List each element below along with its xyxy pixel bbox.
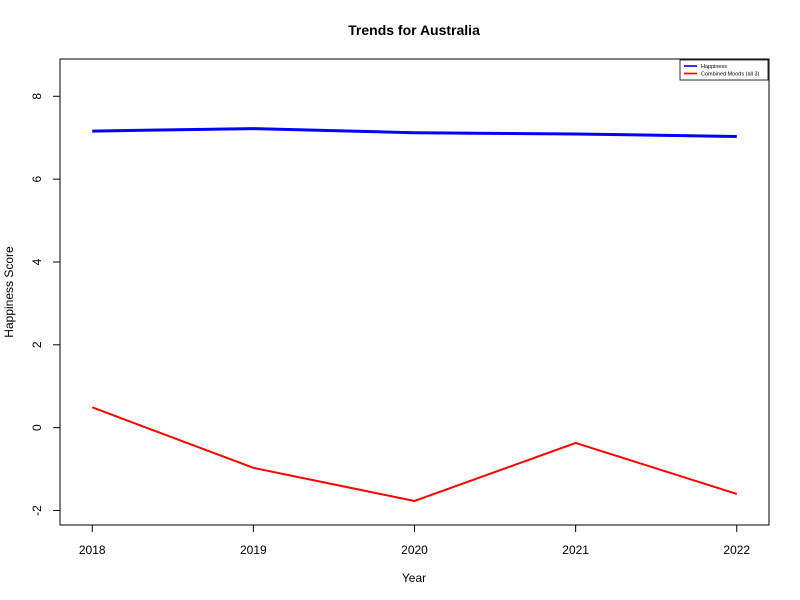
x-tick-label: 2019 xyxy=(240,543,267,557)
legend-box xyxy=(679,59,769,81)
y-tick-label: -2 xyxy=(30,505,44,516)
y-tick-label: 2 xyxy=(30,341,44,348)
x-axis-label: Year xyxy=(402,571,426,585)
x-tick-label: 2021 xyxy=(562,543,589,557)
legend: Happiness Combined Moods (all 3) xyxy=(679,59,769,81)
plot-area xyxy=(91,127,738,502)
y-tick-label: 0 xyxy=(30,424,44,431)
y-tick-label: 6 xyxy=(30,175,44,182)
y-tick-label: 8 xyxy=(30,93,44,100)
y-tick-label: 4 xyxy=(30,258,44,265)
chart-title: Trends for Australia xyxy=(348,22,480,38)
x-axis: 2018 2019 2020 2021 2022 xyxy=(79,524,750,557)
y-axis: -2 0 2 4 6 8 xyxy=(30,93,61,516)
x-tick-label: 2020 xyxy=(401,543,428,557)
series-line-combined-moods xyxy=(91,406,738,502)
x-tick-label: 2022 xyxy=(723,543,750,557)
series-line-happiness xyxy=(92,127,737,138)
y-axis-label: Happiness Score xyxy=(2,246,16,338)
x-tick-label: 2018 xyxy=(79,543,106,557)
legend-label: Combined Moods (all 3) xyxy=(701,72,760,78)
legend-label: Happiness xyxy=(701,64,727,70)
